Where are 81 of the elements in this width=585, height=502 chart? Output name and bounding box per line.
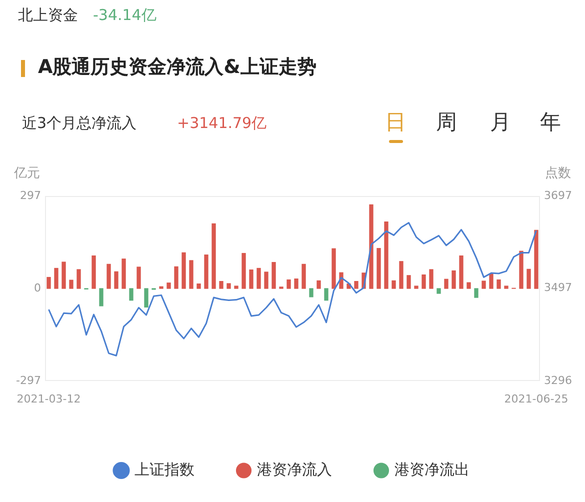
text: 周	[436, 110, 457, 134]
bar	[114, 271, 118, 289]
bar	[159, 286, 164, 289]
bar	[332, 248, 336, 289]
bar	[474, 288, 478, 298]
y2-tick-label: 3296	[544, 374, 572, 387]
bar	[354, 281, 358, 289]
y2-axis-title: 点数	[545, 166, 571, 181]
bar	[272, 262, 276, 289]
bar	[414, 286, 418, 289]
text: 近3个月总净流入	[22, 114, 137, 132]
x-tick-label: 2021-06-25	[504, 392, 568, 406]
bar	[92, 255, 96, 289]
bar	[399, 261, 404, 289]
bar	[392, 280, 396, 289]
y-tick-label: 297	[20, 188, 41, 202]
bar	[136, 266, 141, 289]
bar	[204, 254, 208, 289]
bar	[166, 282, 171, 289]
bar	[309, 288, 314, 298]
bar	[182, 252, 186, 289]
bar	[226, 283, 231, 289]
bar	[76, 269, 81, 289]
text: 日	[385, 110, 406, 134]
bar	[489, 274, 494, 289]
bar	[384, 222, 388, 289]
bar	[519, 250, 524, 289]
bar	[264, 272, 268, 289]
bar	[444, 278, 448, 289]
bar	[99, 288, 104, 306]
bar	[46, 276, 51, 289]
y2-tick-label: 3497	[544, 281, 572, 294]
bar	[219, 281, 224, 289]
text: 月	[490, 110, 511, 134]
bar	[62, 262, 66, 289]
bar	[189, 260, 194, 289]
bar	[504, 286, 508, 289]
bar	[496, 279, 501, 289]
bar	[369, 204, 374, 289]
bar	[302, 264, 306, 289]
bar	[144, 288, 148, 308]
bar	[436, 288, 441, 294]
y-tick-label: -297	[16, 374, 41, 387]
bar	[242, 252, 246, 289]
legend-label: 上证指数	[134, 460, 194, 478]
bar	[324, 288, 328, 301]
y-axis-title: 亿元	[13, 166, 40, 181]
bar	[122, 258, 126, 289]
bar	[69, 280, 74, 289]
bar	[534, 230, 538, 289]
bar	[256, 268, 261, 289]
legend-label: 港资净流入	[256, 460, 332, 478]
bar	[174, 266, 178, 289]
bar	[286, 279, 291, 289]
y2-tick-label: 3697	[544, 188, 572, 202]
y-tick-label: 0	[34, 281, 41, 294]
text: -34.14亿	[93, 6, 156, 24]
bar	[459, 255, 464, 289]
legend-label: 港资净流出	[394, 460, 470, 478]
bar	[196, 284, 201, 289]
bar	[294, 278, 298, 289]
bar	[526, 268, 531, 289]
chart-title: A股通历史资金净流入&上证走势	[38, 56, 316, 78]
bar	[466, 282, 471, 289]
bar	[422, 274, 426, 289]
bar	[482, 280, 486, 289]
bar	[406, 275, 411, 289]
text: +3141.79亿	[177, 114, 267, 132]
bar	[376, 248, 381, 289]
bar	[429, 269, 434, 289]
bar	[452, 270, 456, 289]
bar	[54, 268, 58, 289]
text: 北上资金	[18, 6, 78, 24]
bar	[234, 286, 238, 289]
bar	[249, 269, 254, 289]
x-tick-label: 2021-03-12	[16, 392, 81, 406]
bar	[129, 288, 134, 301]
bar	[316, 280, 321, 289]
bar	[212, 223, 216, 289]
text: 年	[540, 110, 561, 134]
bar	[106, 264, 111, 289]
